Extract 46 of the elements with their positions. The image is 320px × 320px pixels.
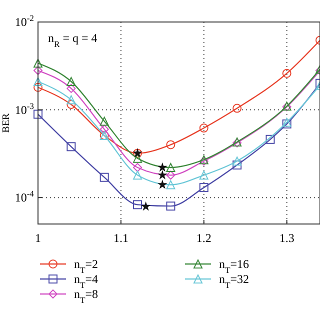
- y-tick-label: 10$^{-3}$: [14, 100, 34, 117]
- point: [133, 170, 142, 180]
- point: [157, 170, 168, 180]
- point: [166, 170, 176, 180]
- point: [34, 110, 42, 119]
- legend-label: n$_{T}$=2: [74, 257, 98, 275]
- point: [282, 68, 292, 78]
- point: [133, 200, 142, 210]
- point: [157, 180, 168, 189]
- point: [34, 58, 42, 68]
- point: [232, 160, 242, 170]
- point: [232, 104, 242, 113]
- x-tick-label: 1.2: [196, 231, 212, 245]
- point: [66, 95, 76, 104]
- point: [166, 163, 176, 172]
- point: [199, 183, 208, 192]
- x-tick-label: 1.3: [279, 231, 294, 245]
- point: [100, 124, 109, 134]
- x-tick-label: 1: [35, 231, 41, 245]
- annotation: n$_{R}$ = q = 4: [48, 31, 98, 49]
- legend-label: n$_{T}$=32: [219, 272, 250, 290]
- point: [34, 77, 42, 86]
- legend-label: n$_{T}$=16: [219, 257, 250, 275]
- point: [199, 170, 208, 180]
- point: [66, 84, 76, 93]
- point: [34, 82, 42, 92]
- point: [66, 77, 76, 86]
- point: [166, 180, 176, 190]
- point: [140, 201, 151, 211]
- point: [133, 163, 142, 172]
- point: [66, 142, 76, 152]
- point: [232, 156, 242, 166]
- point: [266, 134, 275, 144]
- point: [166, 140, 176, 150]
- legend-label: n$_{T}$=4: [74, 272, 98, 290]
- point: [100, 172, 109, 182]
- point: [199, 124, 208, 133]
- x-tick-label: 1.1: [113, 231, 128, 245]
- point: [157, 162, 168, 172]
- point: [34, 66, 42, 76]
- y-axis-title: BER: [1, 112, 12, 133]
- y-tick-label: 10$^{-4}$: [14, 188, 35, 205]
- y-tick-label: 10$^{-2}$: [14, 13, 34, 29]
- legend-label: n$_{T}$=8: [74, 287, 98, 305]
- point: [100, 116, 109, 126]
- point: [166, 202, 176, 211]
